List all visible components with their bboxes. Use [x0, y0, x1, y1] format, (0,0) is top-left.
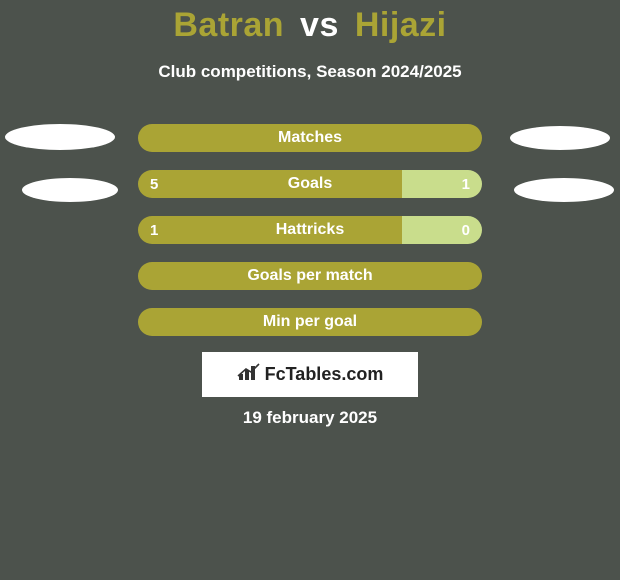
stat-row-gpm: Goals per match — [138, 262, 482, 290]
source-logo: FcTables.com — [202, 352, 418, 397]
stat-label: Goals — [138, 170, 482, 198]
comparison-infographic: Batran vs Hijazi Club competitions, Seas… — [0, 0, 620, 580]
avatar-left-primary — [5, 124, 115, 150]
logo-inner: FcTables.com — [237, 362, 384, 387]
title-vs: vs — [300, 6, 339, 44]
avatar-right-secondary — [514, 178, 614, 202]
avatar-left-secondary — [22, 178, 118, 202]
stat-row-hattricks: Hattricks1 0 — [138, 216, 482, 244]
stat-label: Min per goal — [138, 308, 482, 336]
stat-value-left: 5 — [150, 170, 158, 198]
avatar-right-primary — [510, 126, 610, 150]
stat-label: Matches — [138, 124, 482, 152]
stat-value-left: 1 — [150, 216, 158, 244]
date-label: 19 february 2025 — [0, 408, 620, 428]
logo-text: FcTables.com — [265, 364, 384, 385]
stat-label: Hattricks — [138, 216, 482, 244]
bar-chart-icon — [237, 362, 261, 387]
stat-value-right: 0 — [462, 216, 470, 244]
stat-row-mpg: Min per goal — [138, 308, 482, 336]
stat-row-goals: Goals5 1 — [138, 170, 482, 198]
stat-label: Goals per match — [138, 262, 482, 290]
stat-value-right: 1 — [462, 170, 470, 198]
subtitle: Club competitions, Season 2024/2025 — [0, 62, 620, 82]
stat-row-matches: Matches — [138, 124, 482, 152]
title-player2: Hijazi — [355, 6, 447, 44]
title-player1: Batran — [173, 6, 284, 44]
page-title: Batran vs Hijazi — [0, 6, 620, 45]
